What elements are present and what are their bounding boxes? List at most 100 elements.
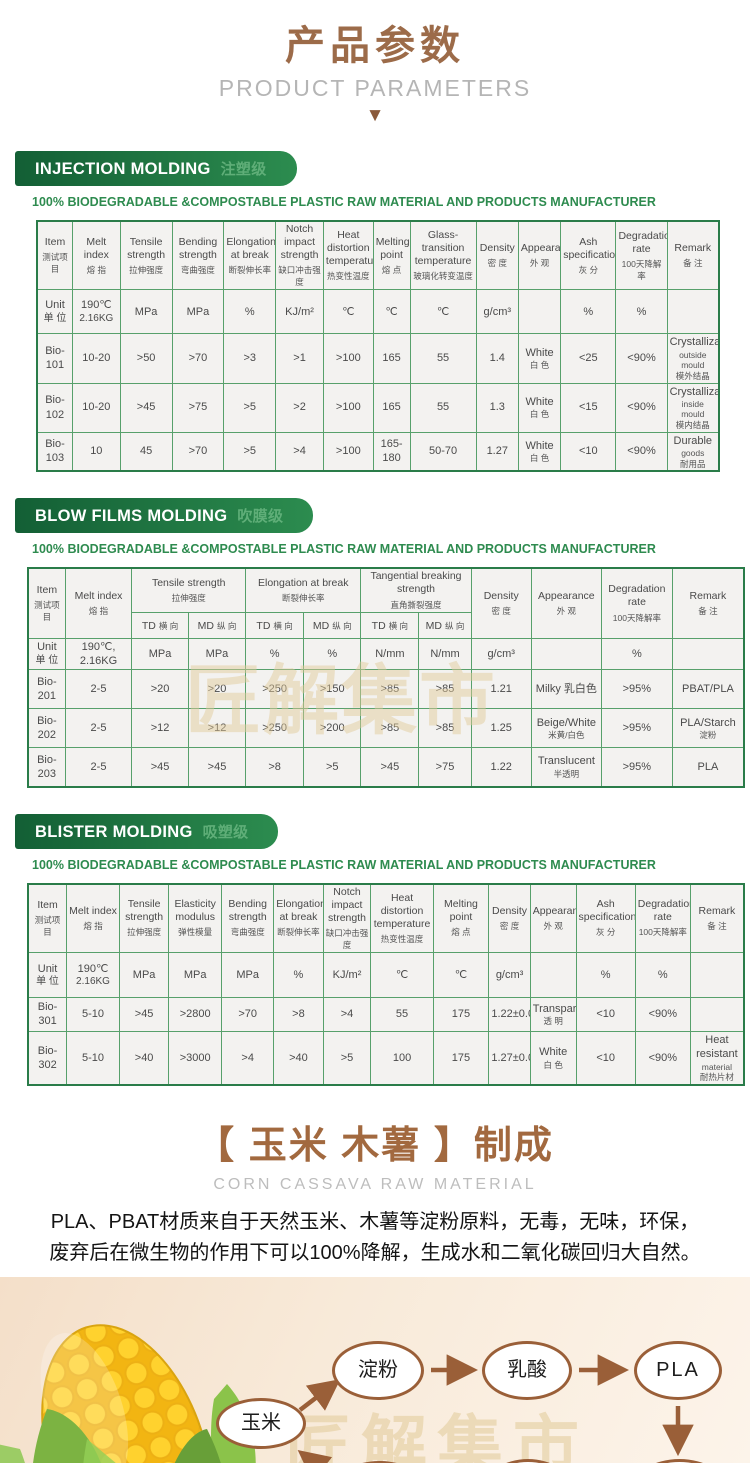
table-cell: Bio-102 bbox=[36, 382, 73, 433]
table-cell: >40 bbox=[118, 1030, 170, 1086]
table-cell: 45 bbox=[119, 431, 173, 472]
table-cell: 55 bbox=[409, 333, 477, 384]
blow-films-table: 匠解集市 Item 测试项目 Melt index 熔 指 Tensile streng… bbox=[0, 567, 750, 788]
table-cell: <90% bbox=[615, 382, 668, 433]
table-cell: N/mm bbox=[360, 637, 420, 671]
table-cell: 1.22 bbox=[470, 747, 532, 788]
injection-molding-section: INJECTION MOLDING 注塑级 100% BIODEGRADABLE … bbox=[0, 151, 750, 473]
column-header: TD 横 向 bbox=[360, 611, 420, 639]
table-cell: <15 bbox=[560, 382, 617, 433]
blow-films-section: BLOW FILMS MOLDING 吹膜级 100% BIODEGRADABLE… bbox=[0, 498, 750, 788]
table-cell: White 白 色 bbox=[517, 431, 562, 472]
table-cell: >100 bbox=[322, 431, 374, 472]
table-cell: Heat resistant material 耐热片材 bbox=[689, 1030, 745, 1086]
column-header: Melting point 熔 点 bbox=[372, 220, 411, 291]
table-cell: <10 bbox=[575, 996, 636, 1032]
table-cell: >4 bbox=[221, 1030, 275, 1086]
table-cell: 100 bbox=[370, 1030, 434, 1086]
column-header: Remark 备 注 bbox=[689, 883, 745, 953]
section-tagline: 100% BIODEGRADABLE &COMPOSTABLE PLASTIC … bbox=[32, 195, 656, 209]
table-cell: Durable goods 耐用品 bbox=[666, 431, 720, 472]
table-cell: 5-10 bbox=[66, 1030, 120, 1086]
table-cell: 190℃, 2.16KG bbox=[64, 637, 133, 671]
table-cell: >85 bbox=[418, 669, 472, 710]
table-cell: >85 bbox=[360, 669, 420, 710]
table-cell: g/cm³ bbox=[470, 637, 532, 671]
column-header: Tensile strength 拉伸强度 bbox=[118, 883, 170, 953]
table-cell: g/cm³ bbox=[475, 289, 519, 335]
table-cell: MPa bbox=[131, 637, 189, 671]
description-line: 废弃后在微生物的作用下可以100%降解，生成水和二氧化碳回归大自然。 bbox=[49, 1241, 701, 1264]
column-header: Density 密 度 bbox=[475, 220, 519, 291]
table-cell: 175 bbox=[432, 996, 490, 1032]
table-cell bbox=[517, 289, 562, 335]
table-cell: ℃ bbox=[409, 289, 477, 335]
table-row: Bio-3015-10>45>2800>70>8>4551751.22±0.03… bbox=[27, 996, 745, 1032]
column-header: TD 横 向 bbox=[245, 611, 305, 639]
table-cell: MPa bbox=[118, 951, 170, 998]
column-header: Notch impact strength 缺口冲击强度 bbox=[275, 220, 324, 291]
table-cell: >45 bbox=[118, 996, 170, 1032]
column-header: TD 横 向 bbox=[131, 611, 189, 639]
table-row: Bio-203 2-5 >45 >45 >8 >5 >45 >75 1.22 Translucen… bbox=[27, 747, 745, 788]
table-cell: MPa bbox=[171, 289, 225, 335]
table-row: Bio-102 10-20 >45 >75 >5 >2 >100 165 55 1.3 White 白… bbox=[36, 382, 720, 433]
table-cell: PLA bbox=[671, 747, 745, 788]
table-cell: g/cm³ bbox=[488, 951, 531, 998]
banner-label-zh: 注塑级 bbox=[220, 161, 267, 178]
table-cell: >95% bbox=[600, 708, 673, 749]
page-subtitle: PRODUCT PARAMETERS bbox=[218, 75, 532, 101]
unit-row: Unit 单 位 190℃, 2.16KG MPa MPa%% N/mm N/mm g/cm³… bbox=[27, 637, 745, 671]
table-cell: Bio-301 bbox=[27, 996, 68, 1032]
raw-material-heading: 【 玉米 木薯 】制成 bbox=[196, 1124, 554, 1167]
column-header: Bending strength 弯曲强度 bbox=[171, 220, 225, 291]
corn-image bbox=[0, 1324, 256, 1463]
table-cell: <90% bbox=[615, 333, 668, 384]
table-cell: >12 bbox=[131, 708, 189, 749]
table-row: Bio-103 10 45 >70 >5 >4 >100 165-180 50-70 1.27 Wh… bbox=[36, 431, 720, 472]
table-cell: >3 bbox=[223, 333, 277, 384]
table-cell: 190℃ 2.16KG bbox=[66, 951, 120, 998]
triangle-down-icon: ▼ bbox=[365, 105, 385, 126]
table-cell: Bio-302 bbox=[27, 1030, 68, 1086]
table-cell: Translucent 半透明 bbox=[530, 747, 602, 788]
table-cell: >75 bbox=[171, 382, 225, 433]
table-cell: % bbox=[560, 289, 617, 335]
table-cell: KJ/m² bbox=[275, 289, 324, 335]
table-cell: >45 bbox=[131, 747, 189, 788]
table-cell: >12 bbox=[187, 708, 247, 749]
table-cell: >20 bbox=[187, 669, 247, 710]
column-header: MD 纵 向 bbox=[418, 611, 472, 639]
section-banner-blow-films: BLOW FILMS MOLDING 吹膜级 bbox=[15, 498, 314, 534]
section-banner-injection: INJECTION MOLDING 注塑级 bbox=[15, 151, 297, 186]
banner-label-en: INJECTION MOLDING bbox=[35, 160, 211, 178]
column-header: MD 纵 向 bbox=[187, 611, 247, 639]
flow-node-pla: PLA bbox=[634, 1340, 722, 1400]
table-cell: MPa bbox=[187, 637, 247, 671]
table-cell: 2-5 bbox=[64, 669, 133, 710]
table-cell bbox=[671, 637, 745, 671]
table-cell: % bbox=[575, 951, 636, 998]
raw-material-subheading: CORN CASSAVA RAW MATERIAL bbox=[213, 1175, 537, 1193]
table-cell: % bbox=[600, 637, 673, 671]
table-cell: >5 bbox=[223, 431, 277, 472]
column-header: Melt index 熔 指 bbox=[71, 220, 121, 291]
table-cell: 1.3 bbox=[475, 382, 519, 433]
table-cell: ℃ bbox=[370, 951, 434, 998]
table-cell: >5 bbox=[223, 382, 277, 433]
table-cell: >200 bbox=[303, 708, 362, 749]
table-cell bbox=[689, 951, 745, 998]
column-header: Remark 备 注 bbox=[671, 567, 745, 639]
flow-node-starch: 淀粉 bbox=[332, 1340, 424, 1400]
table-cell: 10-20 bbox=[71, 333, 121, 384]
table-cell: Beige/White 米黄/白色 bbox=[530, 708, 602, 749]
table-cell: 10-20 bbox=[71, 382, 121, 433]
column-header: Elasticity modulus 弹性模量 bbox=[168, 883, 223, 953]
banner-label-zh: 吹膜级 bbox=[237, 508, 284, 526]
table-cell: 55 bbox=[370, 996, 434, 1032]
